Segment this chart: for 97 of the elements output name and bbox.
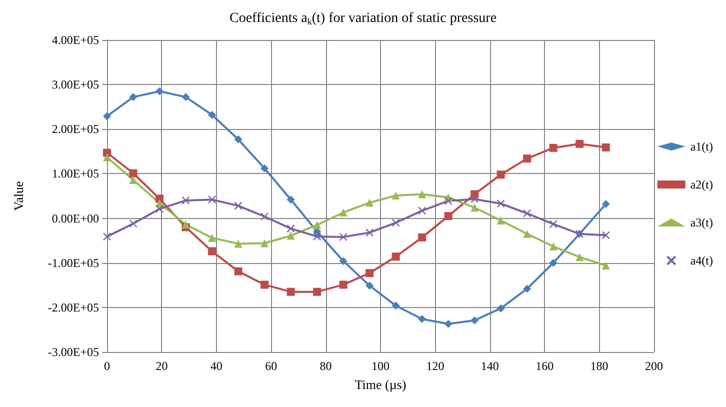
point	[234, 267, 242, 276]
point	[234, 202, 242, 210]
point	[155, 204, 164, 214]
point	[286, 288, 295, 296]
point	[260, 164, 269, 172]
point	[366, 198, 374, 207]
point	[496, 216, 505, 225]
point	[602, 143, 610, 152]
point	[523, 154, 532, 163]
legend-label: a1(t)	[690, 140, 714, 154]
legend-label: a4(t)	[690, 254, 714, 268]
point	[576, 140, 584, 148]
x-tick-label: 180	[590, 359, 608, 373]
point	[208, 195, 216, 204]
point	[208, 247, 216, 256]
point	[182, 220, 190, 229]
point	[444, 212, 452, 220]
point	[286, 224, 295, 233]
point	[576, 253, 584, 262]
point	[339, 208, 348, 216]
point	[286, 196, 295, 204]
point	[392, 252, 400, 261]
point	[129, 176, 138, 184]
point	[313, 288, 322, 296]
point	[523, 284, 532, 293]
point	[286, 232, 295, 240]
y-tick-label: -2.00E+05	[48, 300, 99, 314]
point	[602, 262, 610, 270]
point	[182, 196, 190, 205]
point	[523, 230, 532, 238]
point	[418, 233, 426, 242]
point	[260, 280, 269, 289]
point	[392, 302, 400, 310]
x-tick-label: 120	[426, 359, 444, 373]
point	[103, 112, 111, 120]
x-tick-label: 80	[320, 359, 332, 373]
point	[444, 320, 452, 328]
point	[339, 257, 348, 266]
x-tick-label: 140	[480, 359, 499, 373]
point	[102, 232, 112, 241]
point	[339, 232, 348, 242]
point	[602, 200, 610, 208]
legend-label: a2(t)	[690, 178, 714, 192]
point	[234, 240, 242, 248]
point	[312, 232, 322, 241]
point	[313, 220, 322, 229]
y-tick-label: -1.00E+05	[48, 256, 99, 270]
point	[156, 87, 164, 96]
point	[129, 93, 138, 102]
x-tick-label: 160	[536, 359, 554, 373]
point	[444, 196, 452, 206]
point	[129, 169, 138, 178]
y-tick-label: 3.00E+05	[52, 78, 99, 92]
point	[208, 234, 216, 242]
point	[392, 218, 400, 227]
point	[496, 304, 505, 312]
point	[549, 220, 558, 228]
y-tick-label: 0.00E+00	[52, 211, 99, 226]
point	[260, 239, 269, 248]
point	[470, 316, 479, 324]
point	[366, 282, 374, 290]
point	[496, 170, 505, 179]
point	[418, 190, 426, 198]
point	[103, 153, 111, 162]
point	[182, 93, 190, 102]
x-tick-label: 100	[372, 359, 390, 373]
x-tick-label: 40	[210, 359, 222, 373]
legend-label: a3(t)	[690, 216, 714, 230]
point	[470, 195, 479, 204]
point	[156, 194, 164, 203]
point	[549, 242, 558, 250]
y-tick-label: 1.00E+05	[52, 166, 99, 181]
point	[339, 280, 348, 289]
point	[392, 192, 400, 200]
point	[418, 206, 426, 215]
point	[496, 199, 505, 208]
y-tick-label: 4.00E+05	[52, 33, 99, 47]
point	[522, 209, 532, 218]
x-tick-label: 20	[156, 359, 168, 373]
point	[365, 228, 374, 237]
point	[549, 258, 558, 267]
x-axis-title: Time (µs)	[354, 377, 406, 392]
y-axis-title: Value	[11, 180, 26, 211]
point	[260, 212, 269, 221]
point	[234, 135, 242, 144]
point	[470, 204, 479, 212]
y-tick-label: -3.00E+05	[48, 345, 99, 359]
x-tick-label: 60	[265, 359, 278, 373]
point	[418, 315, 426, 324]
point	[366, 269, 374, 278]
y-tick-label: 2.00E+05	[52, 122, 99, 136]
x-tick-label: 0	[104, 359, 110, 373]
point	[208, 110, 216, 119]
x-tick-label: 200	[645, 359, 663, 373]
point	[549, 144, 558, 152]
point	[602, 231, 610, 240]
point	[129, 220, 138, 228]
